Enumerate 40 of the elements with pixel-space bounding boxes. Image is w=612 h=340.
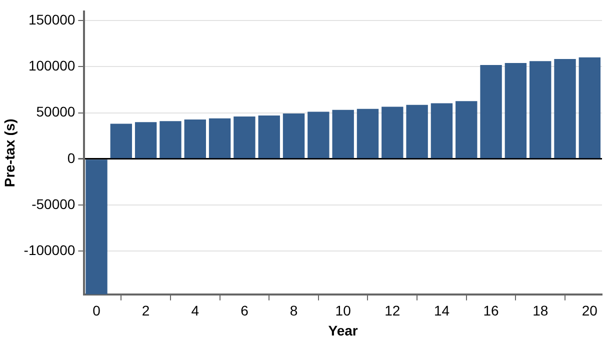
- bar: [282, 113, 305, 158]
- bar: [208, 118, 231, 158]
- bar: [456, 101, 478, 158]
- bar: [504, 63, 527, 158]
- x-tick-label: 12: [384, 302, 400, 319]
- bar: [578, 57, 601, 158]
- x-tick-label: 16: [483, 302, 500, 319]
- x-tick-label: 10: [335, 302, 352, 319]
- y-tick-label: 100000: [28, 58, 76, 74]
- y-tick-label: -100000: [24, 242, 76, 258]
- bar: [406, 104, 428, 158]
- bar: [332, 110, 354, 158]
- bar: [160, 121, 182, 158]
- bar: [184, 119, 206, 158]
- x-tick-label: 8: [290, 302, 298, 319]
- y-axis-title: Pre-tax (s): [1, 118, 18, 188]
- bar: [554, 59, 576, 158]
- x-axis-title: Year: [328, 322, 358, 338]
- x-tick-label: 4: [191, 302, 200, 319]
- y-tick-label: 0: [67, 150, 76, 166]
- y-tick-label: 150000: [28, 11, 76, 28]
- bar: [234, 116, 256, 158]
- x-tick-label: 18: [532, 302, 548, 319]
- bar: [430, 103, 453, 158]
- bar: [86, 160, 108, 294]
- x-tick-label: 6: [240, 302, 249, 319]
- bar: [134, 122, 157, 158]
- y-tick-label: -50000: [32, 196, 76, 212]
- x-tick-label: 2: [142, 302, 150, 319]
- bar: [480, 65, 502, 158]
- y-tick-label: 50000: [36, 104, 76, 120]
- bar: [110, 124, 132, 158]
- bar: [308, 112, 330, 158]
- bar: [356, 108, 379, 158]
- bar: [530, 61, 552, 158]
- x-tick-label: 20: [582, 302, 598, 319]
- bar: [258, 115, 280, 158]
- x-tick-label: 14: [434, 302, 450, 319]
- x-tick-label: 0: [92, 302, 101, 319]
- bar: [382, 106, 404, 158]
